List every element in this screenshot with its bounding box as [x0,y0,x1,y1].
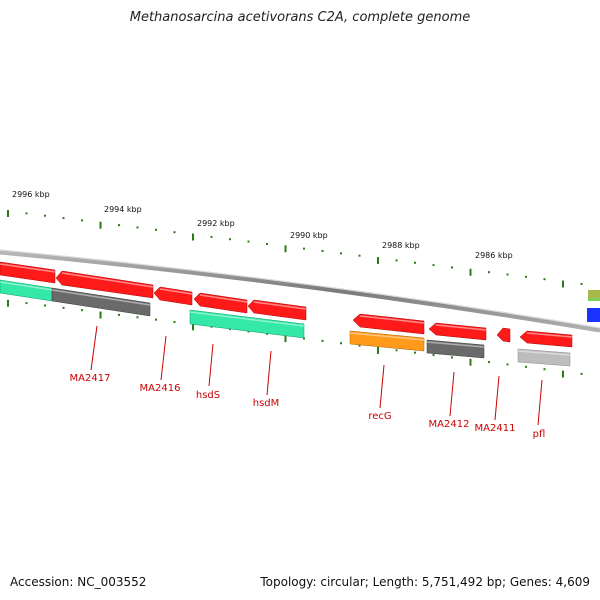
ruler-labels: 2996 kbp 2994 kbp 2992 kbp 2990 kbp 2988… [12,190,513,260]
gene-label[interactable]: recG [368,411,391,422]
ruler-label-2990: 2990 kbp [290,231,328,240]
accession-text: Accession: NC_003552 [10,575,147,589]
gene-feature-arrow[interactable] [519,330,573,348]
gene-label[interactable]: MA2412 [429,419,470,430]
genome-summary-text: Topology: circular; Length: 5,751,492 bp… [260,575,590,589]
gene-feature-arrow[interactable] [0,261,56,284]
gene-label[interactable]: pfl [533,429,546,440]
ruler-label-2986: 2986 kbp [475,251,513,260]
gene-feature-arrow[interactable] [153,286,193,306]
gene-feature-block[interactable] [588,290,600,298]
gene-feature-block[interactable] [189,309,305,339]
gene-feature-arrow[interactable] [428,322,487,341]
gene-feature-block[interactable] [349,330,425,352]
gene-feature-block[interactable] [588,298,600,301]
ruler-label-2992: 2992 kbp [197,219,235,228]
gene-feature-arrow[interactable] [352,313,425,335]
gene-features [0,261,600,367]
gene-label[interactable]: MA2417 [70,373,111,384]
gene-feature-block[interactable] [517,348,571,367]
ruler-label-2994: 2994 kbp [104,205,142,214]
gene-feature-arrow[interactable] [496,327,511,343]
gene-feature-block[interactable] [51,287,151,317]
gene-labels: MA2417 MA2416 hsdS hsdM recG MA2412 MA24… [70,373,546,440]
gene-label[interactable]: hsdS [196,390,220,401]
gene-label[interactable]: hsdM [253,398,280,409]
ruler-label-2988: 2988 kbp [382,241,420,250]
map-title: Methanosarcina acetivorans C2A, complete… [129,10,471,25]
gene-feature-arrow[interactable] [55,270,154,299]
gene-feature-arrow[interactable] [193,292,248,314]
gene-feature-block[interactable] [426,339,485,359]
gene-feature-arrow[interactable] [247,299,307,321]
ruler-label-2996: 2996 kbp [12,190,50,199]
outer-tick-ring [7,210,583,288]
gene-label[interactable]: MA2411 [475,423,516,434]
genome-backbone [0,249,600,333]
gene-label-leaders [90,325,543,426]
gene-feature-block[interactable] [587,308,600,322]
gene-label[interactable]: MA2416 [140,383,181,394]
